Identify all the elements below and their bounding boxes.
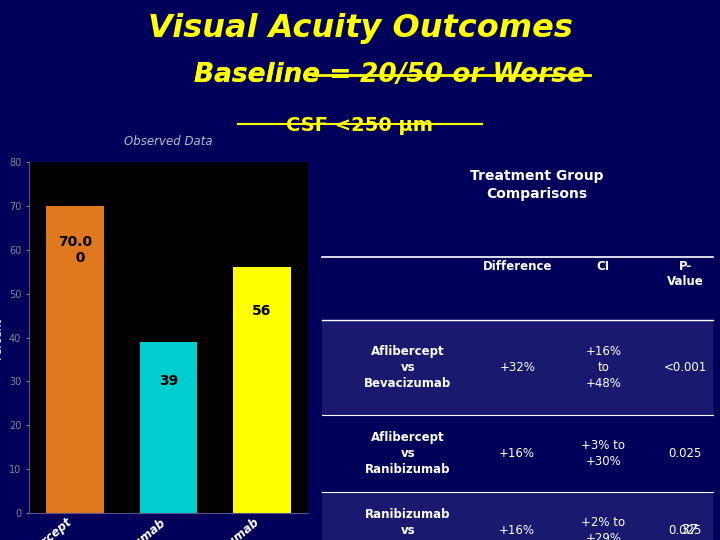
- Text: 56: 56: [252, 304, 271, 318]
- Text: 39: 39: [159, 374, 178, 388]
- Text: Observed Data: Observed Data: [124, 135, 213, 148]
- Bar: [233, 267, 290, 513]
- Text: 0.025: 0.025: [669, 524, 702, 537]
- Text: Visual Acuity Outcomes: Visual Acuity Outcomes: [148, 14, 572, 44]
- Text: +32%: +32%: [499, 361, 535, 374]
- Text: CSF <250 μm: CSF <250 μm: [287, 116, 433, 135]
- Text: Aflibercept
vs
Bevacizumab: Aflibercept vs Bevacizumab: [364, 345, 451, 390]
- Bar: [322, 320, 713, 415]
- Text: Treatment Group
Comparisons: Treatment Group Comparisons: [470, 169, 603, 201]
- Text: +2% to
+29%: +2% to +29%: [581, 516, 626, 540]
- Text: <0.001: <0.001: [664, 361, 707, 374]
- Text: P-
Value: P- Value: [667, 260, 703, 288]
- Text: Baseline =: Baseline =: [194, 62, 360, 88]
- Text: Ranibizumab
vs
Bevacizumab: Ranibizumab vs Bevacizumab: [364, 508, 451, 540]
- Text: +16%: +16%: [499, 447, 535, 460]
- Text: 20/50 or Worse: 20/50 or Worse: [360, 62, 585, 88]
- Bar: [47, 206, 104, 513]
- Text: 0.025: 0.025: [669, 447, 702, 460]
- Y-axis label: Percent: Percent: [0, 316, 3, 359]
- Text: 37: 37: [680, 523, 698, 537]
- Text: +16%
to
+48%: +16% to +48%: [585, 345, 621, 390]
- Text: Difference: Difference: [482, 260, 552, 273]
- Bar: [322, 492, 713, 540]
- Text: CI: CI: [597, 260, 610, 273]
- Text: Aflibercept
vs
Ranibizumab: Aflibercept vs Ranibizumab: [365, 431, 451, 476]
- Text: 70.0
  0: 70.0 0: [58, 235, 92, 265]
- Text: +3% to
+30%: +3% to +30%: [581, 439, 625, 468]
- Text: Baseline =: Baseline =: [194, 62, 360, 88]
- Text: +16%: +16%: [499, 524, 535, 537]
- Bar: [322, 415, 713, 492]
- Bar: [140, 342, 197, 513]
